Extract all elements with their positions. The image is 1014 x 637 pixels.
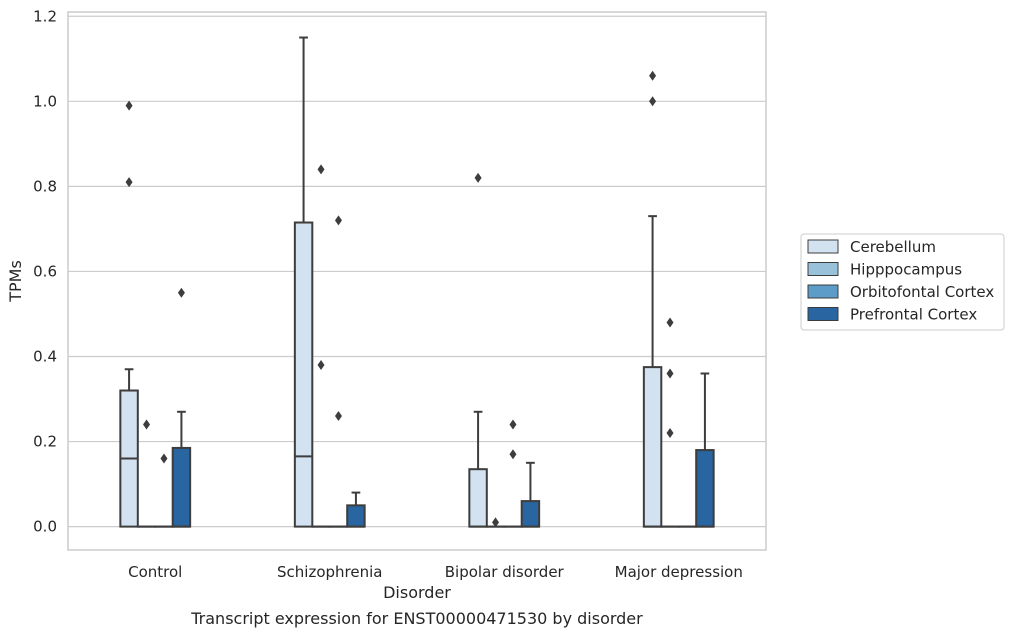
outlier-point	[649, 96, 657, 107]
box-prefrontal-cortex	[171, 287, 192, 528]
outlier-point	[509, 419, 517, 430]
box-hipppocampus	[311, 164, 331, 528]
legend-swatch	[807, 239, 839, 254]
x-tick-label: Bipolar disorder	[445, 563, 565, 581]
outlier-point	[474, 172, 482, 183]
x-tick-label: Control	[128, 563, 182, 581]
box-orbitofontal-cortex	[503, 419, 523, 528]
outlier-point	[649, 70, 657, 81]
outlier-point	[666, 317, 674, 328]
y-tick-label: 0.6	[33, 262, 57, 280]
box-body	[171, 446, 192, 528]
legend-swatch	[807, 284, 839, 299]
y-tick-label: 0.8	[33, 177, 57, 195]
outlier-point	[666, 368, 674, 379]
box-prefrontal-cortex	[346, 491, 366, 528]
box-cerebellum	[293, 36, 314, 528]
legend-label: Cerebellum	[850, 238, 936, 256]
box-cerebellum	[642, 70, 663, 528]
legend-swatch	[807, 262, 839, 276]
outlier-point	[334, 215, 342, 226]
box-body	[346, 504, 366, 528]
legend-label: Hipppocampus	[850, 261, 962, 279]
x-tick-label: Major depression	[615, 563, 743, 581]
outlier-point	[160, 453, 168, 464]
outlier-point	[666, 428, 674, 439]
legend-label: Prefrontal Cortex	[850, 306, 977, 324]
x-axis-label: Disorder	[383, 583, 451, 602]
legend-label: Orbitofontal Cortex	[850, 283, 994, 301]
y-tick-label: 0.4	[33, 347, 57, 365]
outlier-point	[143, 419, 151, 430]
box-prefrontal-cortex	[520, 461, 541, 528]
box-body	[642, 366, 663, 528]
box-hipppocampus	[136, 419, 157, 528]
box-plots	[119, 36, 715, 528]
legend-swatch	[807, 307, 839, 321]
box-cerebellum	[119, 100, 139, 528]
outlier-point	[317, 359, 325, 370]
plot-frame	[67, 11, 767, 551]
chart-caption: Transcript expression for ENST0000047153…	[190, 609, 643, 628]
legend-frame	[800, 233, 1005, 331]
legend: Cerebellum Hipppocampus Orbitofontal Corte…	[800, 233, 1005, 331]
y-tick-label: 0.2	[33, 433, 57, 451]
box-orbitofontal-cortex	[328, 215, 349, 528]
box-hipppocampus	[660, 317, 680, 528]
y-tick-label: 1.2	[33, 7, 57, 25]
box-cerebellum	[468, 172, 488, 528]
box-orbitofontal-cortex	[154, 453, 174, 528]
gridlines	[68, 15, 766, 528]
box-hipppocampus	[485, 517, 506, 528]
y-tick-label: 0.0	[33, 518, 57, 536]
y-axis-label: TPMs	[6, 260, 25, 303]
outlier-point	[334, 411, 342, 422]
y-axis-ticks: 0.0 0.2 0.4 0.6 0.8 1.0 1.2	[33, 7, 57, 535]
box-body	[468, 468, 488, 528]
outlier-point	[177, 287, 185, 298]
x-axis-ticks: Control Schizophrenia Bipolar disorder Majo…	[128, 563, 743, 581]
box-body	[695, 449, 715, 528]
box-prefrontal-cortex	[695, 372, 715, 528]
box-body	[293, 221, 314, 528]
box-body	[520, 500, 541, 528]
x-tick-label: Schizophrenia	[277, 563, 382, 581]
y-tick-label: 1.0	[33, 92, 57, 110]
outlier-point	[125, 100, 133, 111]
outlier-point	[509, 449, 517, 460]
outlier-point	[317, 164, 325, 175]
outlier-point	[492, 517, 500, 528]
outlier-point	[125, 177, 133, 188]
